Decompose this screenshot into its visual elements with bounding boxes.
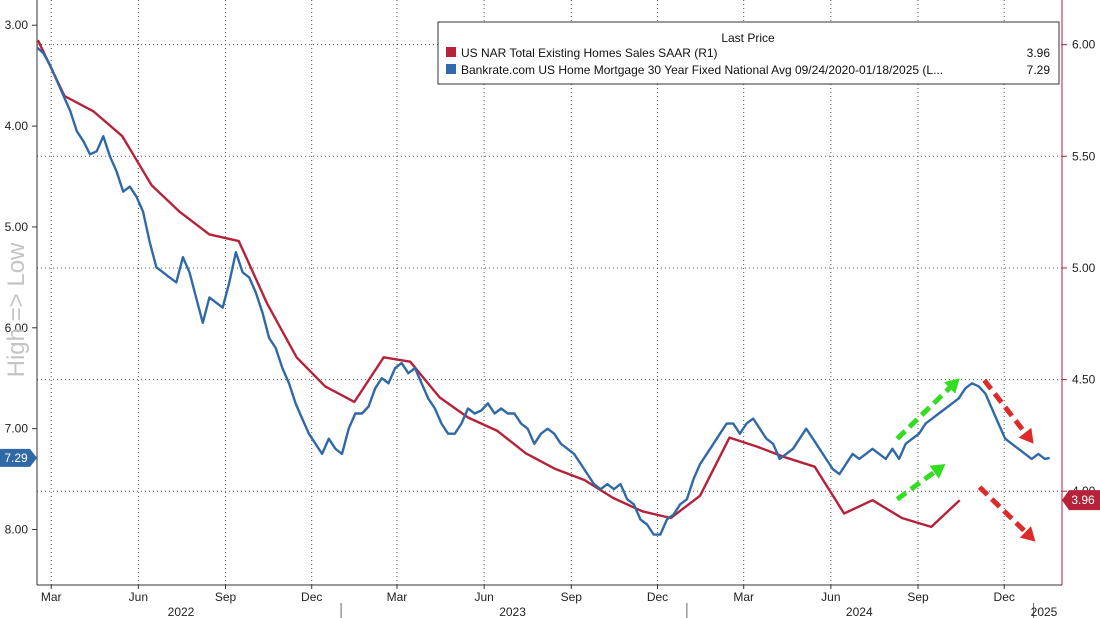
right-tick-label: 5.00 <box>1072 261 1096 275</box>
side-label: High => Low <box>3 242 30 377</box>
badge-mortgage-rate <box>0 448 37 467</box>
series-layer <box>36 39 1050 536</box>
axes: Mar Jun Sep Dec Mar Jun Sep Dec Mar Jun Sep Dec 2022… <box>5 0 1096 618</box>
year-label: 2025 <box>1031 605 1058 618</box>
legend-box <box>437 21 1060 85</box>
x-tick-label: Jun <box>129 590 148 604</box>
annotation-arrow-head <box>1019 526 1036 542</box>
series-line-existing-home-sales <box>36 39 961 529</box>
right-tick-label: 6.00 <box>1072 38 1096 52</box>
annotation-arrow-head <box>929 464 946 479</box>
legend-header: Last Price <box>721 31 775 45</box>
legend-value-existing-home-sales: 3.96 <box>1027 46 1051 60</box>
annotation-arrow-shaft <box>895 470 936 502</box>
x-tick-label: Jun <box>474 590 493 604</box>
left-tick-label: 7.00 <box>5 422 29 436</box>
x-tick-label: Dec <box>994 590 1015 604</box>
badge-existing-home-sales <box>1062 490 1100 511</box>
x-tick-label: Jun <box>821 590 840 604</box>
annotation-arrow-shaft <box>895 386 952 441</box>
annotation-arrow-head <box>944 378 960 394</box>
x-tick-label: Dec <box>301 590 322 604</box>
x-tick-label: Mar <box>387 590 408 604</box>
x-tick-label: Sep <box>561 590 583 604</box>
left-tick-label: 6.00 <box>5 321 29 335</box>
annotations <box>895 378 1036 542</box>
x-tick-label: Dec <box>647 590 668 604</box>
year-label: 2023 <box>499 605 526 618</box>
legend-label-mortgage-rate: Bankrate.com US Home Mortgage 30 Year Fi… <box>461 63 943 77</box>
legend-label-existing-home-sales: US NAR Total Existing Homes Sales SAAR (… <box>461 46 718 60</box>
series-line-mortgage-rate <box>36 46 1050 536</box>
right-tick-label: 4.50 <box>1072 373 1096 387</box>
legend-swatch-existing-home-sales <box>446 47 456 57</box>
year-label: 2024 <box>846 605 873 618</box>
badge-mortgage-rate-value: 7.29 <box>4 451 28 465</box>
legend: Last Price US NAR Total Existing Homes S… <box>437 21 1060 85</box>
legend-value-mortgage-rate: 7.29 <box>1027 63 1051 77</box>
left-tick-label: 4.00 <box>5 119 29 133</box>
left-tick-label: 5.00 <box>5 220 29 234</box>
x-tick-label: Sep <box>215 590 237 604</box>
year-label: 2022 <box>168 605 195 618</box>
badges: 7.29 3.96 <box>0 448 1100 511</box>
x-tick-label: Mar <box>41 590 62 604</box>
badge-existing-home-sales-value: 3.96 <box>1071 493 1095 507</box>
x-tick-label: Mar <box>733 590 754 604</box>
x-tick-label: Sep <box>907 590 929 604</box>
left-tick-label: 3.00 <box>5 18 29 32</box>
annotation-arrow-head <box>1018 427 1034 444</box>
right-tick-label: 5.50 <box>1072 149 1096 163</box>
annotation-arrow-shaft <box>982 378 1027 435</box>
annotation-arrow-shaft <box>977 485 1028 534</box>
legend-swatch-mortgage-rate <box>446 64 456 74</box>
grid <box>37 0 1062 585</box>
left-tick-label: 8.00 <box>5 523 29 537</box>
